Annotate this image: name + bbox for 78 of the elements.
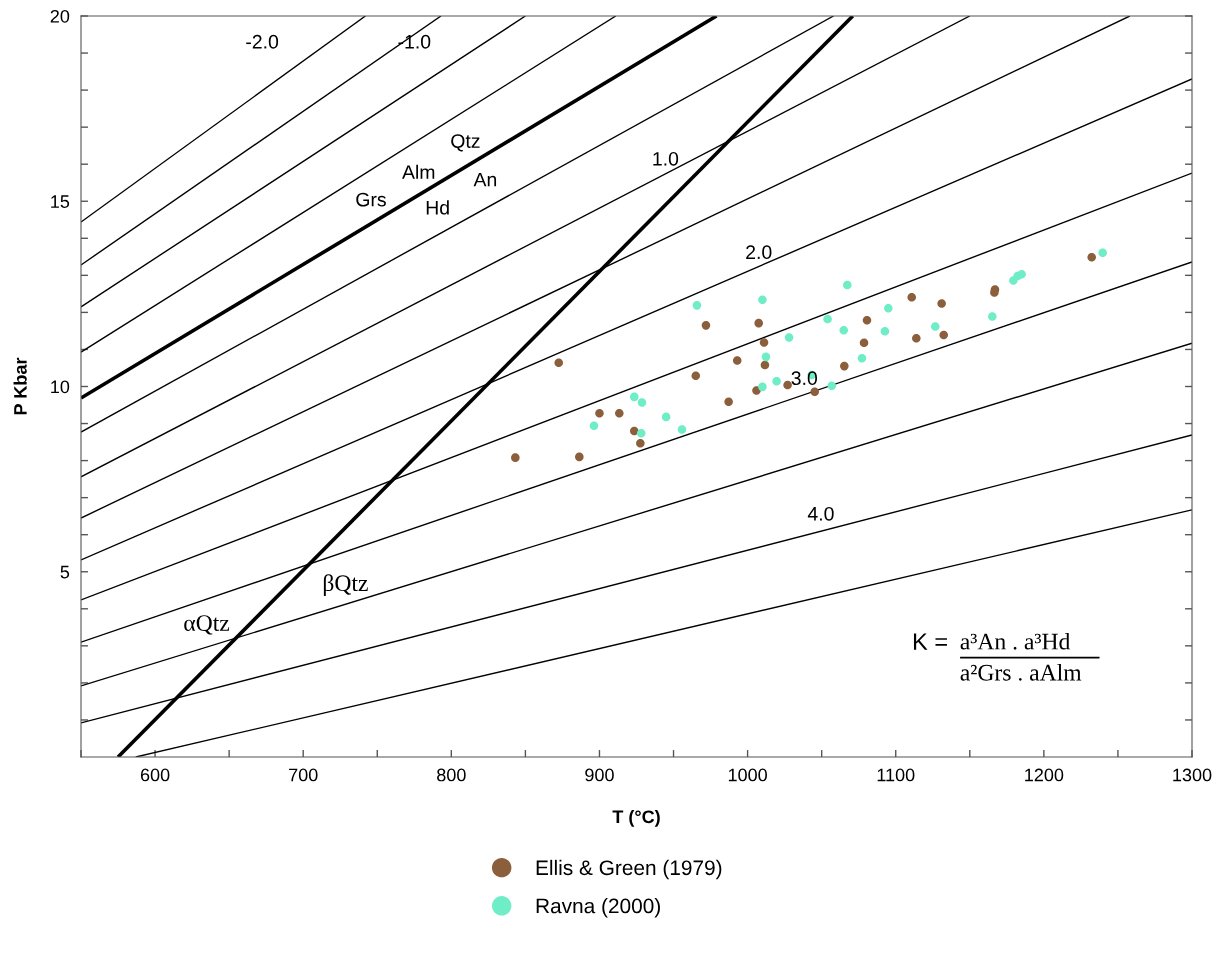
x-tick-label: 600: [140, 768, 170, 782]
y-tick-label: 5: [60, 565, 70, 579]
point: [1087, 252, 1096, 262]
point: [857, 354, 867, 363]
annotation: Hd: [426, 200, 449, 215]
point: [827, 381, 837, 391]
legend-label: Ravna (2000): [536, 898, 660, 918]
point: [691, 371, 701, 381]
annotation: An: [473, 172, 497, 187]
y-axis-title: P Kbar: [13, 357, 27, 415]
point: [636, 428, 646, 438]
point: [810, 387, 819, 396]
point: [884, 304, 893, 313]
point: [840, 361, 849, 371]
point: [589, 421, 599, 431]
annotation: 1.0: [653, 151, 679, 166]
point: [759, 338, 769, 347]
annotation: βQtz: [323, 574, 368, 596]
point: [939, 330, 949, 340]
point: [862, 315, 872, 325]
point: [554, 358, 564, 368]
x-tick-label: 1000: [728, 768, 767, 782]
point: [615, 408, 624, 418]
point: [758, 295, 767, 305]
annotation: 3.0: [791, 371, 818, 386]
x-tick-label: 1300: [1173, 768, 1212, 782]
point: [783, 380, 792, 390]
point: [724, 397, 733, 406]
point: [661, 412, 671, 422]
y-tick-label: 15: [51, 195, 70, 208]
annotation: αQtz: [184, 615, 230, 635]
point: [937, 299, 946, 308]
point: [732, 356, 742, 365]
x-tick-label: 1100: [877, 768, 915, 782]
x-tick-label: 1200: [1025, 768, 1064, 782]
point: [1098, 248, 1107, 258]
point: [758, 382, 767, 392]
point: [784, 333, 794, 342]
point: [754, 318, 763, 328]
point: [575, 452, 584, 462]
annotation: a³An . a³Hd: [960, 632, 1071, 650]
point: [677, 425, 687, 434]
x-tick-label: 800: [437, 768, 466, 782]
point: [988, 312, 997, 321]
annotation: Grs: [356, 192, 386, 207]
x-tick-label: 700: [289, 768, 318, 782]
annotation: a²Grs . aAlm: [960, 664, 1082, 681]
annotation: 2.0: [746, 245, 772, 260]
point: [511, 453, 520, 462]
legend-label: Ellis & Green (1979): [536, 859, 722, 880]
point: [931, 322, 940, 331]
annotation: K =: [913, 633, 947, 650]
point: [843, 280, 852, 290]
point: [637, 398, 647, 407]
annotation: 4.0: [807, 506, 834, 521]
point: [595, 408, 604, 418]
x-tick-label: 900: [585, 768, 614, 782]
point: [630, 426, 639, 436]
point: [912, 334, 921, 343]
point: [761, 352, 771, 362]
point: [692, 301, 702, 310]
annotation: Qtz: [451, 134, 480, 152]
y-tick-label: 20: [50, 9, 70, 23]
y-tick-label: 10: [51, 380, 70, 394]
point: [701, 321, 711, 330]
point: [859, 338, 869, 348]
point: [630, 392, 639, 402]
point: [1017, 269, 1026, 279]
point: [907, 292, 917, 302]
point: [636, 438, 645, 448]
annotation: Alm: [402, 164, 435, 179]
x-axis-title: T (°C): [612, 809, 660, 827]
annotation: -2.0: [246, 34, 279, 49]
point: [823, 314, 832, 324]
point: [880, 327, 890, 336]
point: [839, 325, 849, 335]
point: [772, 377, 781, 386]
point: [760, 360, 770, 370]
